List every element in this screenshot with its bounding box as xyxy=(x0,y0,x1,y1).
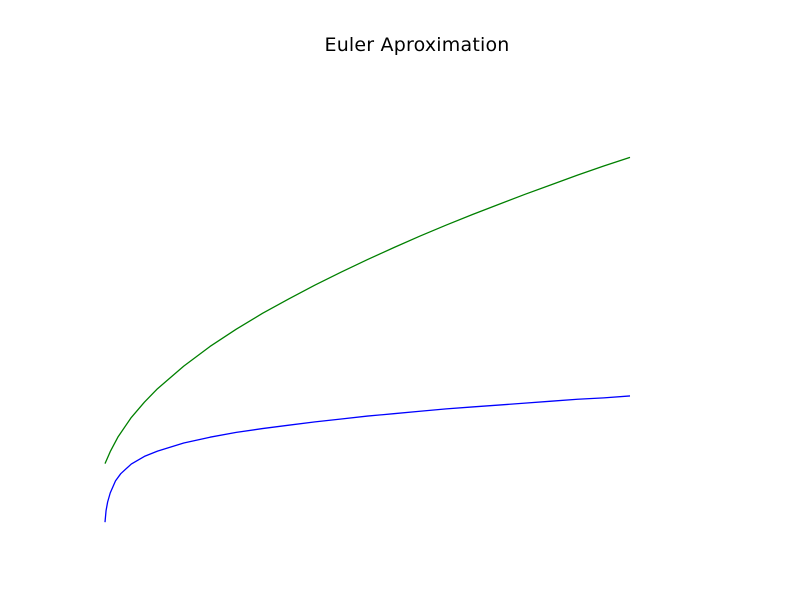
series-line-1 xyxy=(104,156,631,464)
series-line-2 xyxy=(104,395,631,523)
chart-title: Euler Aproximation xyxy=(324,34,510,56)
